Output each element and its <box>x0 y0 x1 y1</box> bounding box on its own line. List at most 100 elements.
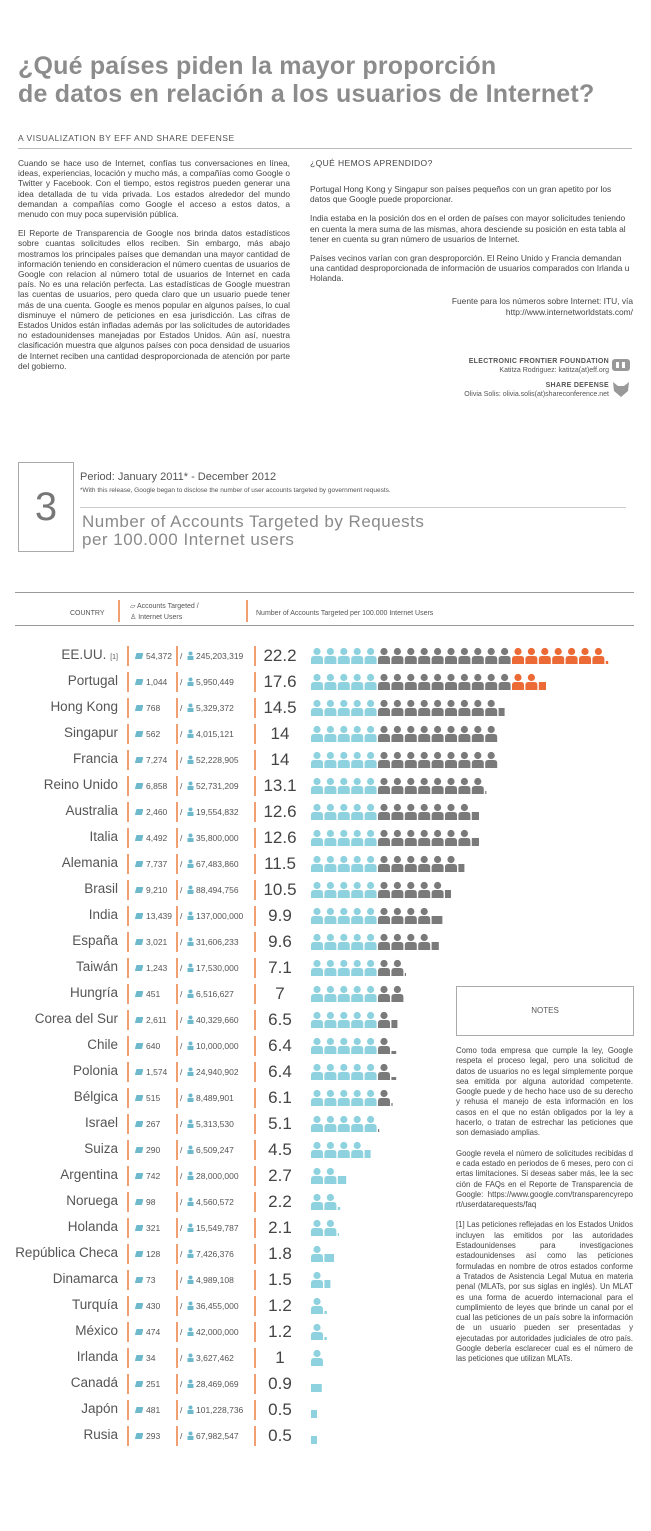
person-body <box>311 1124 323 1132</box>
separator <box>176 750 178 770</box>
person-icon <box>351 907 364 924</box>
user-icon <box>187 1041 194 1050</box>
person-icon <box>311 933 323 950</box>
person-body <box>364 682 377 690</box>
person-body <box>324 682 337 690</box>
country: República Checa <box>15 1245 118 1260</box>
person-head <box>420 673 428 682</box>
person-body <box>311 812 323 820</box>
country: Argentina <box>60 1167 118 1182</box>
notes-heading: NOTES <box>456 986 634 1036</box>
separator <box>254 932 256 952</box>
person-body <box>404 708 417 716</box>
person-icon <box>324 933 337 950</box>
person-head <box>340 1063 348 1072</box>
credit: ELECTRONIC FRONTIER FOUNDATION Katitza R… <box>469 357 609 375</box>
person-head <box>474 725 482 734</box>
person-icon <box>324 777 337 794</box>
person-head <box>367 1063 375 1072</box>
person-icon <box>418 829 431 846</box>
person-body <box>364 1046 377 1054</box>
person-icon <box>378 1063 390 1080</box>
person-icon <box>311 1349 323 1366</box>
person-head <box>353 933 361 942</box>
person-body <box>364 890 377 898</box>
separator <box>254 1348 256 1368</box>
icon-shape <box>188 1379 193 1384</box>
person-body <box>391 968 404 976</box>
person-icon <box>404 751 417 768</box>
person-head <box>501 673 509 682</box>
person-head <box>353 985 361 994</box>
icon-shape <box>187 812 194 816</box>
person-head <box>380 725 388 734</box>
person-icon <box>337 1063 350 1080</box>
country: Corea del Sur <box>35 1011 118 1026</box>
person-partial <box>364 1150 371 1158</box>
person-head <box>313 751 321 760</box>
person-icon <box>337 777 350 794</box>
pictograph <box>311 1349 323 1366</box>
users: 19,554,832 <box>196 807 239 817</box>
slash: / <box>180 1223 183 1233</box>
person-head <box>313 1167 321 1176</box>
person-head <box>367 881 375 890</box>
person-head <box>393 751 401 760</box>
person-icon <box>498 673 511 690</box>
pictograph-bar <box>311 1011 398 1028</box>
icon-shape <box>187 864 194 868</box>
person-icon <box>445 725 457 742</box>
person-partial <box>378 1129 380 1132</box>
person-head <box>367 725 375 734</box>
person-icon <box>351 673 364 690</box>
icon-shape <box>188 937 193 942</box>
person-body <box>458 734 471 742</box>
person-body <box>351 864 364 872</box>
person-body <box>404 656 417 664</box>
country-name: EE.UU. <box>61 647 107 662</box>
separator <box>127 672 129 692</box>
person-icon <box>364 933 377 950</box>
person-icon <box>351 855 364 872</box>
column-header: Number of Accounts Targeted per 100.000 … <box>256 610 434 617</box>
icon-shape <box>187 916 194 920</box>
person-icon <box>351 751 364 768</box>
pictograph-bar <box>311 1384 322 1392</box>
icon-shape <box>188 1353 193 1358</box>
country-name: Chile <box>87 1037 118 1052</box>
person-icon <box>471 725 484 742</box>
country-name: República Checa <box>15 1245 118 1260</box>
person-head <box>393 647 401 656</box>
person-body <box>311 1228 323 1236</box>
person-icon <box>458 803 471 820</box>
person-head <box>420 855 428 864</box>
person-body <box>364 1072 377 1080</box>
separator <box>254 1296 256 1316</box>
users: 40,329,660 <box>196 1015 239 1025</box>
person-body <box>311 734 323 742</box>
person-body <box>418 812 431 820</box>
person-body <box>351 682 364 690</box>
person-head <box>340 985 348 994</box>
account-icon <box>134 1043 143 1049</box>
person-body <box>364 734 377 742</box>
person-head <box>393 725 401 734</box>
person-body <box>364 994 377 1002</box>
person-body <box>311 1046 323 1054</box>
person-icon <box>311 829 323 846</box>
person-head <box>326 1167 334 1176</box>
separator <box>254 958 256 978</box>
person-icon <box>404 907 417 924</box>
separator <box>127 1426 129 1446</box>
person-body <box>337 1046 350 1054</box>
country-name: Polonia <box>72 1063 118 1078</box>
person-icon <box>364 1037 377 1054</box>
person-head <box>353 751 361 760</box>
person-icon <box>324 673 337 690</box>
person-head <box>594 647 602 656</box>
country-name: Canadá <box>70 1375 118 1390</box>
person-head <box>487 699 495 708</box>
person-body <box>418 890 431 898</box>
person-partial <box>311 1384 322 1392</box>
